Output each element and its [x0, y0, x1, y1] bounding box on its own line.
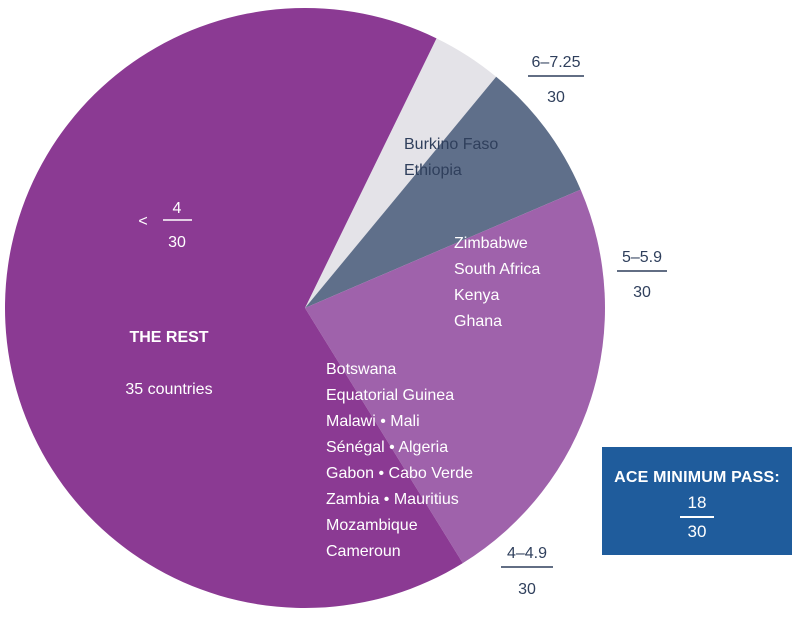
the-rest-range-denominator: 30: [168, 234, 186, 251]
country-kenya: Kenya: [454, 287, 499, 304]
ace-minimum-pass-denominator: 30: [687, 521, 707, 541]
country-botswana: Botswana: [326, 361, 396, 378]
range-5-5-9-numerator: 5–5.9: [622, 249, 662, 266]
range-4-4-9-denominator: 30: [518, 581, 536, 598]
country-zambia-mauritius: Zambia • Mauritius: [326, 491, 459, 508]
country-equatorial-guinea: Equatorial Guinea: [326, 387, 454, 404]
country-ghana: Ghana: [454, 313, 502, 330]
range-6-7-25-numerator: 6–7.25: [532, 54, 581, 71]
country-burkino-faso: Burkino Faso: [404, 136, 498, 153]
ace-minimum-pass-box: ACE MINIMUM PASS: 18 30: [602, 447, 792, 555]
range-5-5-9-denominator: 30: [633, 284, 651, 301]
the-rest-subtitle: 35 countries: [125, 381, 212, 398]
pie-slice-the-rest: [4, 7, 463, 608]
country-ethiopia: Ethiopia: [404, 162, 462, 179]
range-4-4-9-numerator: 4–4.9: [507, 545, 547, 562]
ace-minimum-pass-title: ACE MINIMUM PASS:: [614, 469, 780, 486]
the-rest-title: THE REST: [129, 329, 208, 346]
pie-slice-band-4-4-9: [305, 189, 606, 564]
country-mozambique: Mozambique: [326, 517, 418, 534]
country-gabon-cabo-verde: Gabon • Cabo Verde: [326, 465, 473, 482]
pie-slice-band-5-5-9: [305, 76, 581, 308]
pie-slice-band-6-7-25: [305, 38, 497, 309]
country-malawi-mali: Malawi • Mali: [326, 413, 420, 430]
the-rest-range-numerator: 4: [173, 200, 182, 217]
ace-minimum-pass-numerator: 18: [687, 493, 707, 512]
ace-minimum-pass-rule: [680, 516, 714, 518]
country-cameroun: Cameroun: [326, 543, 401, 560]
range-6-7-25-denominator: 30: [547, 89, 565, 106]
country-south-africa: South Africa: [454, 261, 540, 278]
country-zimbabwe: Zimbabwe: [454, 235, 528, 252]
the-rest-lt-sign: <: [138, 213, 147, 230]
country-senegal-algeria: Sénégal • Algeria: [326, 439, 448, 456]
